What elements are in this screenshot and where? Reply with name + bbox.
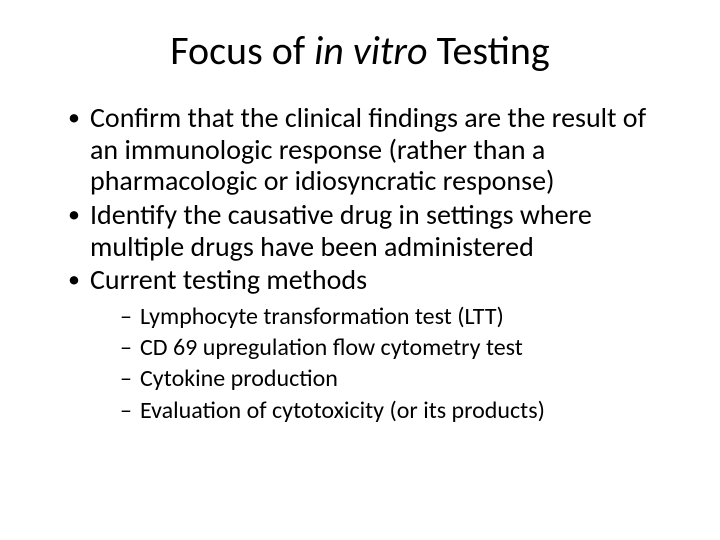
sub-bullet-item: CD 69 upregulation flow cytometry test [120,333,670,362]
sub-bullet-item: Cytokine production [120,364,670,393]
bullet-list: Confirm that the clinical findings are t… [40,102,680,427]
bullet-item: Current testing methods Lymphocyte trans… [68,264,670,425]
slide-title: Focus of in vitro Testing [40,28,680,74]
sub-bullet-item: Lymphocyte transformation test (LTT) [120,302,670,331]
title-part-post: Testing [428,26,550,75]
title-part-pre: Focus of [170,26,314,75]
title-part-italic: in vitro [314,26,427,75]
sub-bullet-item: Evaluation of cytotoxicity (or its produ… [120,396,670,425]
bullet-item: Confirm that the clinical findings are t… [68,102,670,197]
bullet-item: Identify the causative drug in settings … [68,199,670,262]
slide: Focus of in vitro Testing Confirm that t… [0,0,720,540]
bullet-item-text: Current testing methods [90,262,367,297]
sub-bullet-list: Lymphocyte transformation test (LTT) CD … [90,302,670,425]
